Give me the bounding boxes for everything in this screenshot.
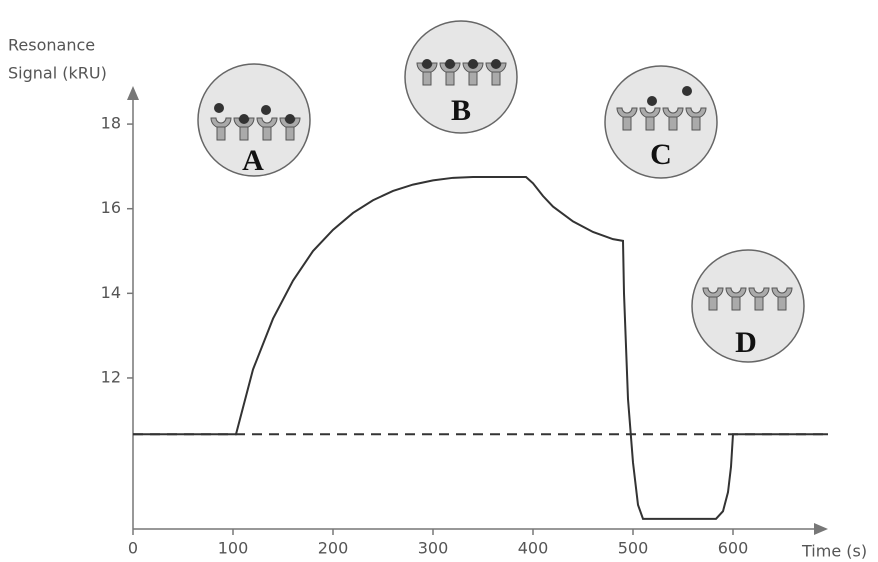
bound-analyte: [491, 59, 501, 69]
bound-analyte: [239, 114, 249, 124]
state-letter: D: [735, 326, 757, 359]
x-tick-label: 300: [418, 539, 449, 558]
x-tick-label: 200: [318, 539, 349, 558]
x-tick-label: 100: [218, 539, 249, 558]
receptor-stem: [755, 297, 763, 310]
y-tick-label: 12: [101, 367, 121, 386]
receptor-stem: [692, 117, 700, 130]
bound-analyte: [285, 114, 295, 124]
bound-analyte: [422, 59, 432, 69]
y-tick-label: 18: [101, 114, 121, 133]
receptor-stem: [732, 297, 740, 310]
receptor-stem: [646, 117, 654, 130]
receptor-stem: [709, 297, 717, 310]
free-analyte: [261, 105, 271, 115]
state-letter: B: [451, 94, 471, 127]
y-arrow: [127, 86, 139, 100]
y-axis-label: Signal (kRU): [8, 64, 107, 83]
y-tick-label: 14: [101, 283, 121, 302]
receptor-stem: [240, 127, 248, 140]
receptor-stem: [286, 127, 294, 140]
receptor-stem: [423, 72, 431, 85]
x-axis-label: Time (s): [801, 542, 867, 561]
chart: Resonance Signal (kRU) Time (s) 12 14 16 18…: [0, 0, 878, 562]
receptor-stem: [217, 127, 225, 140]
x-tick-label: 600: [718, 539, 749, 558]
x-tick-label: 0: [128, 539, 138, 558]
receptor-stem: [492, 72, 500, 85]
x-tick-label: 500: [618, 539, 649, 558]
free-analyte: [682, 86, 692, 96]
state-letter: C: [650, 138, 672, 171]
state-letter: A: [242, 144, 264, 177]
receptor-stem: [669, 117, 677, 130]
y-tick-label: 16: [101, 198, 121, 217]
bound-analyte: [445, 59, 455, 69]
x-arrow: [814, 523, 828, 535]
y-axis-label: Resonance: [8, 36, 95, 55]
bound-analyte: [468, 59, 478, 69]
receptor-stem: [263, 127, 271, 140]
free-analyte: [214, 103, 224, 113]
free-analyte: [647, 96, 657, 106]
receptor-stem: [623, 117, 631, 130]
receptor-stem: [469, 72, 477, 85]
receptor-stem: [446, 72, 454, 85]
receptor-stem: [778, 297, 786, 310]
x-tick-label: 400: [518, 539, 549, 558]
